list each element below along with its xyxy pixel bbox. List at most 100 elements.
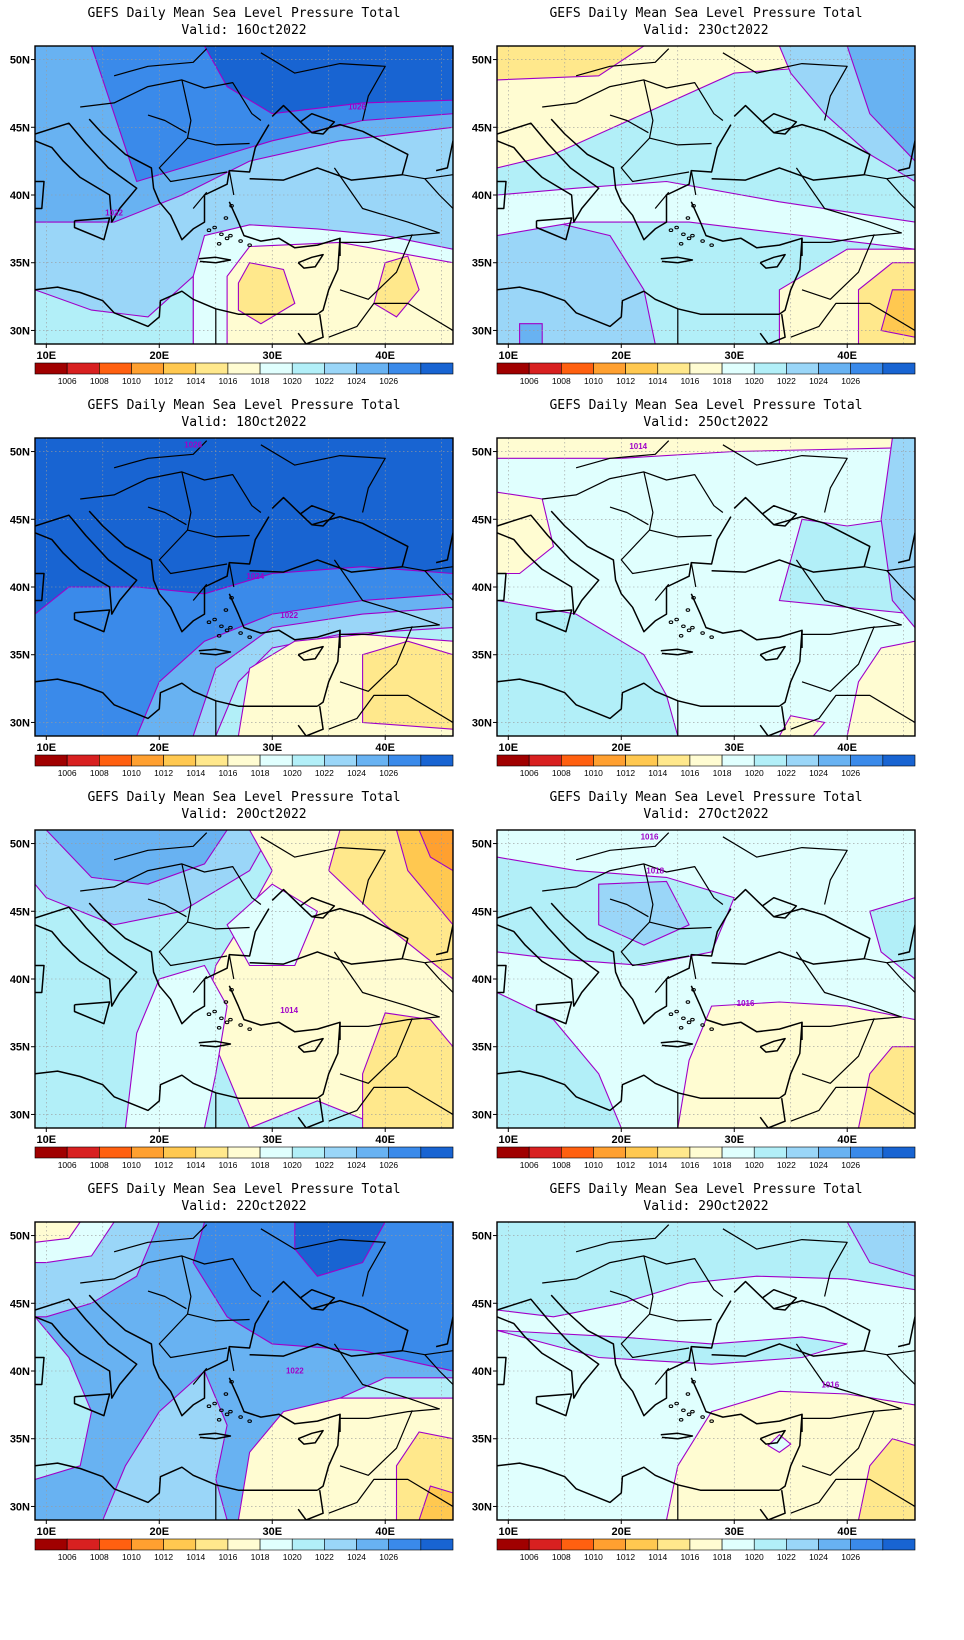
colorbar-label: 1018 <box>251 1160 270 1170</box>
lat-tick-label: 50N <box>472 839 492 851</box>
lat-tick-label: 30N <box>472 1109 492 1121</box>
colorbar-swatch <box>882 1538 916 1551</box>
colorbar-swatch <box>689 754 723 767</box>
colorbar-swatch <box>786 1538 819 1551</box>
colorbar-swatch <box>850 1146 884 1159</box>
colorbar-label: 1012 <box>616 768 635 778</box>
colorbar-swatch <box>850 1538 884 1551</box>
colorbar: 1006 1008 1010 1012 1014 1016 1018 1020 1022 1024… <box>496 1538 916 1562</box>
contour-label: 1016 <box>821 1380 839 1389</box>
island <box>686 1020 692 1025</box>
colorbar-swatch <box>291 1538 325 1551</box>
colorbar-swatch <box>324 1146 357 1159</box>
colorbar-label: 1008 <box>90 1552 109 1562</box>
country-border <box>649 529 712 538</box>
colorbar-swatch <box>34 754 68 767</box>
colorbar: 1006 1008 1010 1012 1014 1016 1018 1020 1022 1024… <box>34 754 454 778</box>
colorbar-swatch <box>882 1146 916 1159</box>
island <box>686 628 692 633</box>
coastline <box>297 1037 324 1053</box>
country-border <box>722 1228 848 1297</box>
coastline <box>759 645 786 661</box>
lat-tick-label: 45N <box>10 906 30 918</box>
country-border <box>795 559 902 635</box>
coastline <box>535 217 573 241</box>
colorbar-swatch <box>689 1538 723 1551</box>
coastline <box>88 902 270 1025</box>
island <box>681 1408 686 1413</box>
colorbar-swatch <box>99 362 132 375</box>
country-border <box>339 1018 413 1084</box>
country-border <box>575 1224 670 1253</box>
country-border <box>609 114 649 134</box>
coastline <box>35 906 138 1007</box>
island <box>668 1012 674 1017</box>
coastline <box>228 985 341 1040</box>
colorbar-label: 1024 <box>809 768 828 778</box>
colorbar-label: 1008 <box>552 1160 571 1170</box>
mslp-map: GEFS Daily Mean Sea Level Pressure Total… <box>10 398 454 778</box>
colorbar-label: 1020 <box>745 1552 764 1562</box>
lon-tick-label: 10E <box>499 742 519 754</box>
colorbar-swatch <box>528 1146 562 1159</box>
island <box>224 1412 230 1417</box>
coastline <box>35 122 138 223</box>
island <box>238 1415 243 1419</box>
coastline <box>660 648 694 656</box>
coastline <box>897 924 915 956</box>
colorbar-swatch <box>356 754 389 767</box>
contour-label: 1014 <box>280 1006 298 1015</box>
colorbar-label: 1024 <box>347 768 366 778</box>
coastline <box>73 217 111 241</box>
island <box>690 1017 695 1022</box>
colorbar-label: 1018 <box>713 1160 732 1170</box>
colorbar-swatch <box>259 754 293 767</box>
contour-label: 1022 <box>105 208 123 217</box>
island <box>206 620 212 625</box>
coastline <box>535 609 573 633</box>
island <box>216 1417 222 1422</box>
coastline <box>228 201 341 256</box>
colorbar-label: 1016 <box>680 768 699 778</box>
island <box>709 635 714 639</box>
colorbar-label: 1014 <box>186 376 205 386</box>
coastline <box>435 1316 453 1348</box>
lat-tick-label: 35N <box>10 650 30 662</box>
colorbar-label: 1006 <box>520 376 539 386</box>
lat-tick-label: 30N <box>10 325 30 337</box>
colorbar-swatch <box>420 362 454 375</box>
coastline <box>897 1316 915 1348</box>
colorbar-swatch <box>561 1538 594 1551</box>
country-border <box>147 1290 187 1310</box>
country-border <box>333 167 440 243</box>
country-border <box>542 79 724 121</box>
colorbar-label: 1008 <box>90 1160 109 1170</box>
country-border <box>192 975 208 993</box>
colorbar-swatch <box>131 1146 164 1159</box>
forecast-panel: GEFS Daily Mean Sea Level Pressure Total… <box>0 1176 480 1586</box>
forecast-panel: GEFS Daily Mean Sea Level Pressure Total… <box>462 392 942 802</box>
panel-valid-date: Valid: 18Oct2022 <box>181 415 306 430</box>
colorbar-label: 1012 <box>616 376 635 386</box>
mslp-map: GEFS Daily Mean Sea Level Pressure Total… <box>472 398 916 778</box>
lon-tick-label: 20E <box>149 1526 169 1538</box>
country-border <box>790 1478 915 1514</box>
country-border <box>260 444 386 513</box>
country-border <box>80 863 262 905</box>
country-border <box>339 626 413 692</box>
coastline <box>316 238 341 315</box>
panel-valid-date: Valid: 20Oct2022 <box>181 807 306 822</box>
country-border <box>187 1313 250 1322</box>
coastline <box>759 253 786 269</box>
colorbar-label: 1010 <box>584 1552 603 1562</box>
coastline <box>762 896 798 919</box>
island <box>681 232 686 237</box>
coastline <box>762 1288 798 1311</box>
colorbar-swatch <box>753 1538 787 1551</box>
country-border <box>654 583 670 601</box>
coastline <box>497 122 600 223</box>
coastline <box>690 593 803 648</box>
island <box>229 204 234 208</box>
island <box>700 1415 705 1419</box>
coastline <box>249 1280 409 1357</box>
